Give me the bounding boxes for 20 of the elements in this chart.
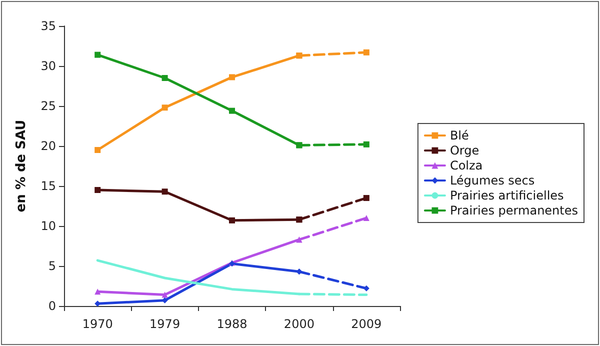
y-tick-label: 10: [40, 219, 56, 233]
y-tick-label: 15: [40, 179, 56, 193]
x-tick-label: 1970: [82, 317, 113, 331]
legend-label: Orge: [450, 144, 480, 158]
y-tick-label: 30: [40, 59, 56, 73]
x-tick-label: 2000: [284, 317, 314, 331]
legend-label: Blé: [450, 128, 469, 142]
x-tick-label: 1979: [150, 317, 180, 331]
legend-label: Colza: [450, 158, 483, 172]
legend-label: Prairies permanentes: [450, 204, 578, 218]
legend-label: Légumes secs: [450, 174, 535, 188]
y-tick-label: 20: [40, 139, 56, 153]
y-tick-label: 5: [48, 259, 56, 273]
y-axis-title: en % de SAU: [14, 120, 29, 212]
y-tick-label: 35: [40, 19, 56, 33]
x-tick-label: 2009: [351, 317, 382, 331]
y-tick-label: 0: [48, 299, 56, 313]
y-tick-label: 25: [40, 99, 56, 113]
x-tick-label: 1988: [216, 317, 248, 331]
legend-label: Prairies artificielles: [450, 188, 564, 202]
